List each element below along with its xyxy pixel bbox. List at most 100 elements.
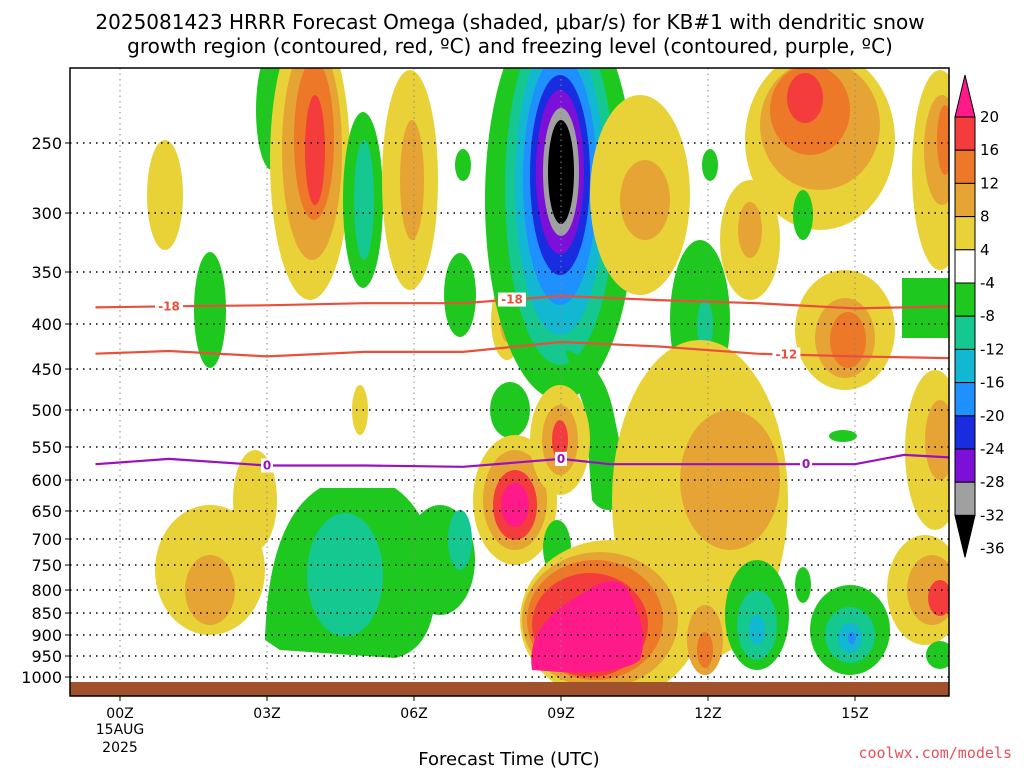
colorbar-tick-label: 12 xyxy=(980,174,999,192)
omega-region xyxy=(185,555,235,625)
colorbar-tick-label: 4 xyxy=(980,241,990,259)
colorbar-tick-label: -4 xyxy=(980,274,995,292)
omega-region xyxy=(680,410,780,550)
colorbar-tick-label: -28 xyxy=(980,473,1005,491)
y-tick-label: 400 xyxy=(31,315,62,334)
contour-label-background xyxy=(800,457,812,472)
y-tick-label: 250 xyxy=(31,134,62,153)
y-tick-label: 950 xyxy=(31,647,62,666)
colorbar-band xyxy=(954,182,976,218)
omega-region xyxy=(455,149,471,181)
contour-label: 0 xyxy=(557,452,565,466)
omega-region xyxy=(620,160,670,240)
omega-region xyxy=(552,420,568,460)
contour-label-background xyxy=(498,292,526,307)
chart-title-line1: 2025081423 HRRR Forecast Omega (shaded, … xyxy=(95,10,924,34)
colorbar-top-arrow xyxy=(954,74,976,118)
omega-region xyxy=(444,253,476,337)
y-tick-label: 650 xyxy=(31,502,62,521)
contour-label: -18 xyxy=(158,299,180,313)
colorbar-tick-label: -20 xyxy=(980,407,1005,425)
y-tick-label: 300 xyxy=(31,204,62,223)
x-tick-label: 06Z xyxy=(400,706,427,722)
colorbar-band xyxy=(954,481,976,516)
contour-label-background xyxy=(772,347,801,362)
omega-region xyxy=(925,400,949,480)
colorbar-bottom-arrow xyxy=(954,514,976,558)
colorbar-band xyxy=(954,216,976,251)
omega-region xyxy=(738,202,762,258)
colorbar-tick-label: -36 xyxy=(980,540,1005,558)
date-year-label: 2025 xyxy=(102,740,138,756)
contour-label-background xyxy=(261,458,273,473)
omega-region xyxy=(697,632,713,668)
omega-region xyxy=(702,149,718,181)
omega-region xyxy=(829,430,857,442)
colorbar-tick-label: -16 xyxy=(980,374,1005,392)
omega-region xyxy=(352,385,368,435)
omega-region xyxy=(787,73,823,123)
colorbar-tick-label: -32 xyxy=(980,506,1005,524)
omega-region xyxy=(307,513,383,637)
y-axis: 250 300 350 400 450 500 550 600 650 700 750 800 850 9… xyxy=(21,134,70,687)
omega-region xyxy=(697,300,713,350)
y-tick-label: 600 xyxy=(31,471,62,490)
contour-label: 0 xyxy=(263,458,271,472)
y-tick-label: 700 xyxy=(31,530,62,549)
x-axis-label: Forecast Time (UTC) xyxy=(418,749,599,768)
y-tick-label: 450 xyxy=(31,360,62,379)
temperature-contours: -18 -18 -12 0 0 0 xyxy=(95,292,949,473)
omega-region xyxy=(830,312,866,368)
x-tick-label: 00Z xyxy=(106,706,133,722)
y-tick-label: 1000 xyxy=(21,668,62,687)
omega-region xyxy=(926,641,949,669)
colorbar-tick-label: 8 xyxy=(980,208,990,226)
colorbar-band xyxy=(954,116,976,151)
colorbar-band xyxy=(954,448,976,483)
colorbar: 20 16 12 8 4 -4 -8 -12 -16 -20 -24 -28 -32 -36 xyxy=(954,74,1005,558)
y-tick-label: 900 xyxy=(31,626,62,645)
x-tick-label: 09Z xyxy=(547,706,574,722)
colorbar-band xyxy=(954,282,976,317)
omega-region xyxy=(548,120,574,224)
omega-region xyxy=(305,95,325,205)
colorbar-band xyxy=(954,382,976,417)
contour-label-background xyxy=(155,299,183,314)
colorbar-band xyxy=(954,315,976,350)
colorbar-tick-label: -8 xyxy=(980,307,995,325)
omega-region xyxy=(233,450,277,550)
date-day-label: 15AUG xyxy=(96,722,145,738)
omega-region xyxy=(194,252,226,368)
omega-region xyxy=(848,632,856,644)
y-tick-label: 750 xyxy=(31,556,62,575)
contour-label: -12 xyxy=(776,348,798,362)
plot-frame xyxy=(69,67,950,697)
omega-region xyxy=(448,510,472,570)
colorbar-band xyxy=(954,249,976,284)
omega-region xyxy=(937,105,949,175)
omega-region xyxy=(147,140,183,250)
x-tick-label: 15Z xyxy=(841,706,868,722)
omega-field xyxy=(147,68,949,696)
y-tick-label: 800 xyxy=(31,581,62,600)
colorbar-band xyxy=(954,149,976,184)
contour-label: 0 xyxy=(802,457,810,471)
colorbar-band xyxy=(954,348,976,384)
x-tick-label: 03Z xyxy=(253,706,280,722)
omega-region xyxy=(490,382,530,438)
colorbar-tick-label: 16 xyxy=(980,141,999,159)
omega-region xyxy=(354,140,374,260)
chart-title-line2: growth region (contoured, red, ºC) and f… xyxy=(127,34,893,58)
contour-label-background xyxy=(555,451,567,466)
x-tick-label: 12Z xyxy=(694,706,721,722)
colorbar-tick-label: -24 xyxy=(980,440,1005,458)
contour-label: -18 xyxy=(501,293,523,307)
contour-line xyxy=(95,340,949,360)
omega-region xyxy=(795,567,811,603)
omega-region xyxy=(531,581,644,673)
ground-surface xyxy=(70,682,949,696)
y-tick-label: 550 xyxy=(31,438,62,457)
x-axis: 00Z 03Z 06Z 09Z 12Z 15Z xyxy=(106,696,869,722)
colorbar-tick-label: 20 xyxy=(980,108,999,126)
